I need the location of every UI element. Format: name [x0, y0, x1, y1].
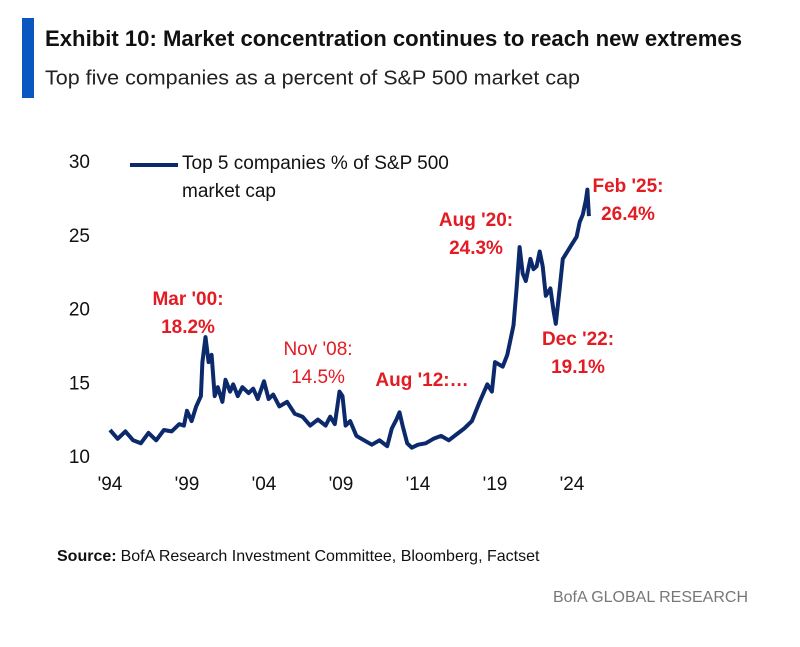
data-line: [108, 187, 591, 450]
x-tick-label: '14: [406, 474, 431, 495]
annotation: 14.5%: [291, 367, 345, 388]
x-tick-label: '94: [98, 474, 123, 495]
title: Exhibit 10: Market concentration continu…: [45, 26, 742, 51]
annotation: 26.4%: [601, 204, 655, 225]
legend-label: Top 5 companies % of S&P 500 market cap: [182, 153, 449, 202]
annotation: Aug '20:: [439, 210, 513, 231]
annotation: Nov '08:: [283, 339, 352, 360]
annotation: 18.2%: [161, 317, 215, 338]
source: Source: BofA Research Investment Committe…: [57, 548, 540, 565]
annotation: Feb '25:: [592, 176, 663, 197]
y-tick-label: 30: [69, 152, 90, 173]
annotation: Aug '12:…: [375, 370, 468, 391]
x-tick-label: '99: [175, 474, 200, 495]
x-tick-label: '04: [252, 474, 277, 495]
accent-bar: [22, 18, 34, 98]
subtitle: Top five companies as a percent of S&P 5…: [45, 67, 580, 89]
brand: BofA GLOBAL RESEARCH: [553, 589, 748, 606]
annotation: Dec '22:: [542, 329, 614, 350]
plot: 10 15 20 25 30 '94 '99 '04 '09 '14 '19 '24 Mar '00: 1…: [69, 152, 664, 495]
x-tick-label: '19: [483, 474, 508, 495]
source-label: Source:: [57, 548, 117, 565]
y-tick-label: 20: [69, 300, 90, 321]
y-tick-label: 25: [69, 226, 90, 247]
annotation: Mar '00:: [152, 289, 223, 310]
y-tick-label: 15: [69, 373, 90, 394]
x-tick-label: '09: [329, 474, 354, 495]
x-tick-label: '24: [560, 474, 585, 495]
annotation: 24.3%: [449, 238, 503, 259]
annotation: 19.1%: [551, 357, 605, 378]
source-text: BofA Research Investment Committee, Bloo…: [121, 548, 540, 565]
y-tick-label: 10: [69, 447, 90, 468]
legend-box: Top 5 companies % of S&P 500 market cap: [182, 153, 449, 202]
